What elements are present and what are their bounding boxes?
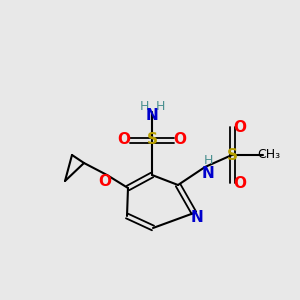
- Text: O: O: [233, 119, 247, 134]
- Text: N: N: [202, 166, 214, 181]
- Text: CH₃: CH₃: [257, 148, 280, 161]
- Text: N: N: [146, 109, 158, 124]
- Text: O: O: [118, 133, 130, 148]
- Text: O: O: [173, 133, 187, 148]
- Text: H: H: [155, 100, 165, 112]
- Text: O: O: [98, 175, 112, 190]
- Text: O: O: [233, 176, 247, 190]
- Text: S: S: [226, 148, 238, 163]
- Text: N: N: [190, 211, 203, 226]
- Text: H: H: [203, 154, 213, 166]
- Text: S: S: [146, 133, 158, 148]
- Text: H: H: [139, 100, 149, 112]
